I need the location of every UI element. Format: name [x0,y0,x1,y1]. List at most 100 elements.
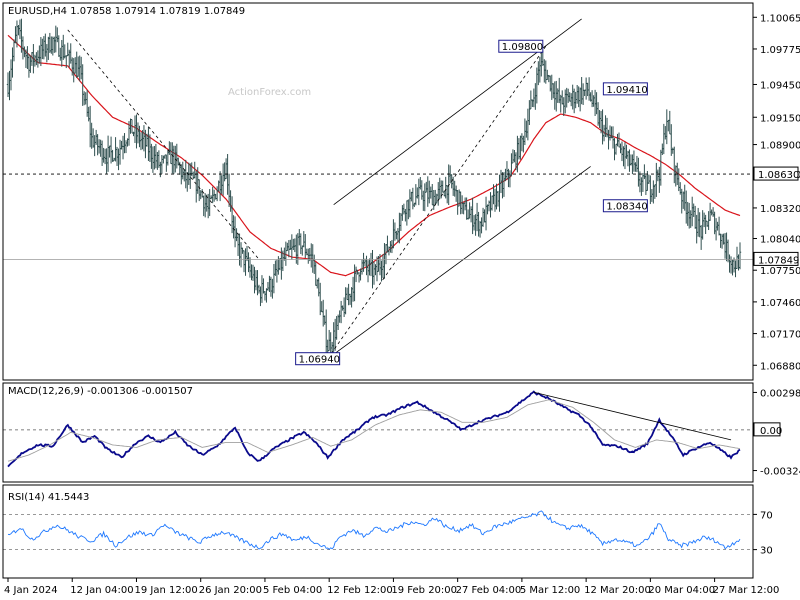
ohlc-bar [408,189,412,218]
ohlc-bar [53,36,56,53]
ohlc-bar [508,170,512,188]
ohlc-bar [62,34,65,60]
ohlc-bar [262,278,265,294]
macd-signal-line [7,399,741,462]
ohlc-bar [120,140,123,150]
ohlc-bar [293,238,297,253]
ohlc-bar [181,161,184,180]
watermark: ActionForex.com [228,87,311,98]
ohlc-bar [50,36,53,54]
ohlc-bar [189,163,192,189]
ohlc-bar [564,89,567,114]
ohlc-bar [156,151,159,170]
ohlc-bar [150,143,153,169]
ohlc-bar [631,154,634,175]
ohlc-bar [583,89,586,97]
ohlc-bar [75,51,78,78]
ohlc-bar [698,212,701,238]
ohlc-bar [313,254,316,275]
ohlc-bar [117,148,120,171]
ohlc-bar [94,129,98,145]
ohlc-bar [333,318,337,351]
ohlc-bar [39,37,43,67]
ohlc-bar [266,282,270,291]
ohlc-bar [93,135,96,157]
ohlc-bar [490,195,494,211]
ohlc-bar [511,149,515,164]
rsi-frame [2,484,754,579]
ohlc-bar [139,132,143,151]
ohlc-bar [132,131,135,137]
trendline [333,18,582,205]
ohlc-bar [489,192,492,218]
ohlc-bar [44,33,47,57]
ohlc-bar [696,207,700,237]
rsi-title: RSI(14) 41.5443 [8,492,89,503]
ohlc-bar [202,195,205,217]
ohlc-bar [339,300,343,324]
ohlc-bar [653,184,657,199]
ohlc-bar [265,288,268,303]
ohlc-bar [546,69,549,81]
ohlc-bar [381,254,385,279]
ohlc-bar [474,214,477,236]
ohlc-bar [251,264,255,281]
ohlc-bar [404,208,407,222]
ohlc-bar [302,231,305,248]
ohlc-bar [383,243,386,279]
price-axis-label: 1.10065 [760,13,800,24]
ohlc-bar [405,200,409,226]
rsi-line [7,510,741,550]
ohlc-bar [601,109,604,145]
ohlc-bar [183,169,186,182]
ohlc-bar [456,190,459,215]
ohlc-bar [623,142,627,170]
ohlc-bar [569,93,573,107]
ohlc-bar [634,162,637,172]
ohlc-bar [392,219,395,249]
rsi-panel[interactable]: RSI(14) 41.5443 70 30 [2,484,773,579]
ohlc-bar [9,59,13,91]
ohlc-bar [481,207,485,227]
macd-axis-label: 0.002987 [760,388,800,399]
ohlc-bar [250,264,253,281]
ohlc-bar [118,139,122,165]
time-axis-label: 4 Jan 2024 [4,585,58,596]
ohlc-bar [486,204,489,215]
ohlc-bar [711,207,715,217]
ohlc-bar [332,322,335,354]
ohlc-bar [108,145,111,158]
ohlc-bar [484,196,488,231]
ohlc-bar [244,248,247,276]
ohlc-bar [42,36,46,60]
ohlc-bar [561,90,564,105]
ohlc-bar [425,181,428,193]
price-panel[interactable]: ActionForex.com 1.098001.094101.083401.0… [2,2,800,381]
ohlc-bar [729,256,733,274]
ohlc-bar [568,92,571,102]
ohlc-bar [522,135,525,153]
ohlc-bar [664,126,667,140]
ohlc-bar [229,190,232,212]
ohlc-bar [714,218,718,241]
ohlc-bar [628,149,631,172]
ohlc-bar [88,105,92,148]
ohlc-bar [109,136,113,164]
ohlc-bar [233,216,237,248]
ohlc-bar [304,234,307,258]
macd-frame [2,382,754,483]
time-axis-label: 5 Mar 12:00 [520,585,580,596]
ohlc-bar [728,254,731,273]
ohlc-bar [441,180,444,193]
ohlc-bar [195,170,198,203]
ohlc-bar [78,55,81,82]
macd-panel[interactable]: MACD(12,26,9) -0.001306 -0.001507 0.0029… [2,382,800,483]
ohlc-bar [725,232,728,262]
ohlc-bar [307,248,310,264]
ohlc-bar [717,216,721,236]
price-axis-label: 1.09450 [760,80,800,91]
ohlc-bar [59,47,62,61]
ohlc-bar [432,189,435,210]
ohlc-bar [543,59,546,83]
